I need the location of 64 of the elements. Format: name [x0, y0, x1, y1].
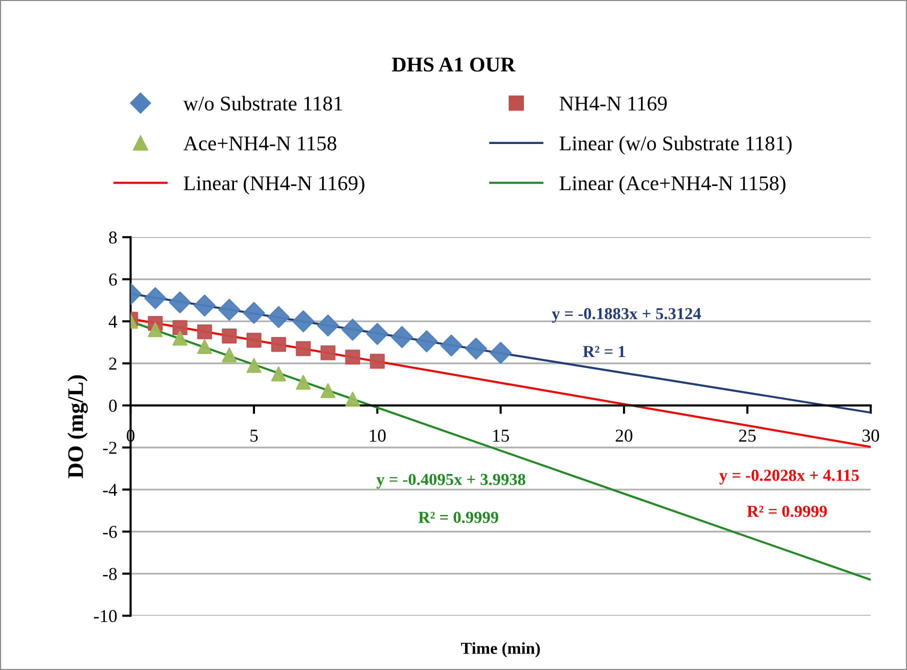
x-tick-label: 25 [739, 430, 756, 442]
point [320, 383, 336, 398]
point [416, 330, 438, 352]
legend-label: Linear (w/o Substrate 1181) [560, 136, 792, 155]
legend-label: Linear (NH4-N 1169) [184, 176, 364, 195]
point [390, 326, 413, 348]
point [345, 392, 360, 407]
point [320, 345, 336, 360]
x-tick-label: 30 [862, 430, 880, 442]
y-tick-label: -4 [103, 484, 118, 496]
y-tick-label: 8 [109, 231, 117, 244]
legend-label: w/o Substrate 1181 [183, 96, 342, 111]
y-tick-label: 0 [109, 400, 117, 412]
y-tick-label: -2 [103, 442, 116, 454]
point [172, 330, 188, 346]
point [296, 374, 311, 390]
chart-title: DHS A1 OUR [392, 58, 516, 72]
point [271, 336, 286, 352]
point [197, 324, 212, 340]
y-tick-label: -8 [103, 568, 117, 580]
point [342, 318, 364, 341]
annotation: y = -0.4095x + 3.9938 [376, 474, 526, 489]
point [296, 341, 311, 356]
x-tick-label: 5 [250, 430, 258, 442]
point [246, 358, 262, 373]
y-tick-label: -10 [94, 610, 117, 622]
y-tick-label: 6 [109, 274, 117, 286]
point [222, 328, 237, 344]
point [194, 294, 216, 317]
legend-label: Linear (Ace+NH4-N 1158) [560, 176, 786, 195]
point [246, 332, 262, 348]
point [345, 350, 360, 365]
point [316, 314, 339, 337]
point [292, 310, 314, 332]
point [271, 366, 286, 382]
x-tick-label: 15 [493, 430, 509, 442]
annotation: y = -0.1883x + 5.3124 [552, 308, 701, 323]
x-tick-label: 10 [370, 430, 386, 442]
y-tick-label: -6 [103, 526, 117, 538]
point [490, 342, 512, 364]
x-tick-label: 20 [616, 430, 632, 442]
legend-label: NH4-N 1169 [560, 96, 667, 111]
point [465, 338, 487, 360]
point [218, 298, 240, 321]
point [148, 322, 163, 338]
point [370, 354, 385, 369]
y-axis-title: DO (mg/L) [67, 375, 88, 478]
point [172, 320, 188, 336]
y-tick-label: 2 [109, 358, 116, 370]
annotation: R² = 0.9999 [418, 512, 498, 524]
annotation: R² = 0.9999 [747, 506, 827, 518]
point [222, 347, 237, 362]
point [242, 302, 265, 324]
legend-label: Ace+NH4-N 1158 [183, 136, 336, 150]
point [268, 306, 290, 328]
point [168, 291, 191, 314]
y-tick-label: 4 [108, 316, 118, 328]
point [197, 339, 212, 354]
point [144, 287, 166, 310]
point [440, 334, 462, 356]
point [366, 322, 388, 345]
x-axis-title: Time (min) [461, 642, 540, 658]
annotation: R² = 1 [582, 346, 626, 358]
annotation: y = -0.2028x + 4.115 [719, 470, 859, 484]
